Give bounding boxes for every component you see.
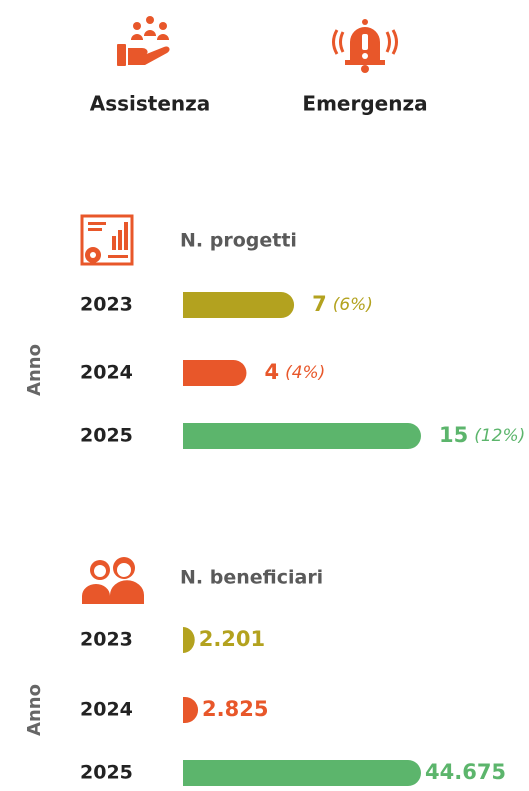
percent-label: (6%): [333, 295, 373, 315]
value-label: 7: [312, 292, 327, 316]
value-label: 2.825: [202, 697, 268, 721]
emergency-icon: [332, 19, 398, 73]
percent-label: (4%): [285, 363, 325, 383]
value-label: 2.825: [202, 697, 268, 721]
bar: [183, 627, 195, 653]
category-label: 2025: [80, 762, 133, 784]
percent-label: (12%): [474, 426, 525, 446]
value-label: 44.675: [425, 760, 506, 784]
bar: [183, 697, 199, 723]
value-label: 2.201: [199, 627, 265, 651]
header-label: Assistenza: [90, 92, 211, 116]
value-label: 7 (6%): [312, 292, 373, 316]
value-label: 15: [439, 423, 468, 447]
value-label: 44.675: [425, 760, 506, 784]
chart-title: N. progetti: [180, 230, 297, 252]
beneficiaries-icon: [82, 557, 144, 604]
bar: [183, 423, 421, 449]
value-label: 4 (4%): [264, 360, 325, 384]
bar: [183, 760, 421, 786]
axis-label: Anno: [24, 684, 45, 736]
assistance-icon: [117, 16, 170, 66]
value-label: 15 (12%): [439, 423, 525, 447]
projects-icon: [80, 214, 134, 266]
chart-title: N. beneficiari: [180, 567, 323, 589]
category-label: 2025: [80, 425, 133, 447]
value-label: 4: [264, 360, 279, 384]
value-label: 2.201: [199, 627, 265, 651]
bar: [182, 292, 295, 318]
bar: [183, 360, 247, 386]
axis-label: Anno: [24, 344, 45, 396]
category-label: 2023: [80, 629, 133, 651]
header-label: Emergenza: [302, 92, 427, 116]
category-label: 2023: [80, 294, 133, 316]
category-label: 2024: [80, 362, 133, 384]
category-label: 2024: [80, 699, 133, 721]
